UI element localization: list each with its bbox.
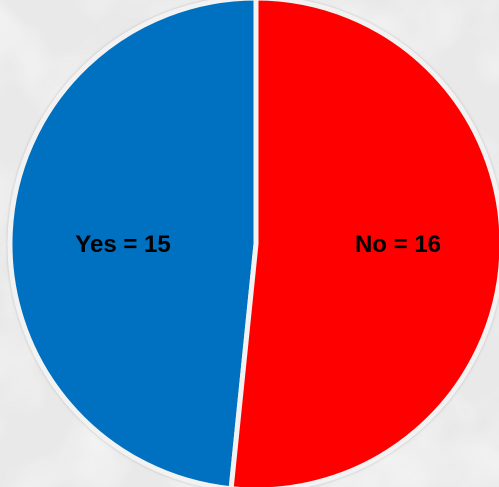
pie-label-yes: Yes = 15 [75, 231, 170, 258]
pie-slice-yes [7, 0, 259, 487]
pie-slices [7, 0, 499, 487]
pie-slice-no [228, 0, 499, 487]
pie-labels: Yes = 15 No = 16 [75, 231, 441, 258]
pie-label-no: No = 16 [355, 231, 441, 258]
